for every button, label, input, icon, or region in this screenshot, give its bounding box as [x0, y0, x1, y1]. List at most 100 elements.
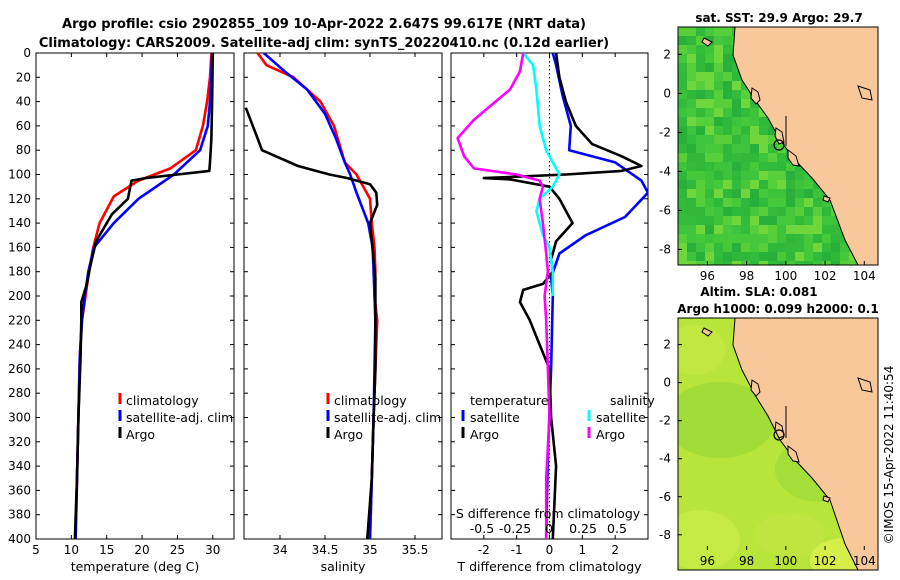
- legend-label: satellite-adj. clim: [126, 410, 233, 425]
- legend-label: climatology: [334, 393, 407, 408]
- sst-map-title: sat. SST: 29.9 Argo: 29.7: [695, 11, 862, 25]
- diff-x-axis-label: T difference from climatology: [456, 559, 642, 574]
- depth-tick-label: 160: [8, 240, 31, 254]
- map-lat-tick-label: -8: [659, 242, 671, 256]
- diff-x-tick-label: 1: [579, 543, 587, 557]
- map-lon-tick-label: 100: [774, 269, 797, 283]
- map-lat-tick-label: -4: [659, 452, 671, 466]
- sla-map-title-line1: Altim. SLA: 0.081: [700, 285, 817, 299]
- s-difference-tick-label: -0.5: [470, 521, 494, 536]
- land-sumatra: [732, 318, 878, 570]
- sal-x-tick-label: 35: [362, 543, 377, 557]
- map-lon-tick-label: 100: [774, 554, 797, 568]
- s-difference-axis-label: S difference from climatology: [456, 506, 641, 521]
- depth-tick-label: 360: [8, 483, 31, 497]
- depth-tick-label: 40: [16, 95, 31, 109]
- sla-map-panel: Altim. SLA: 0.081 Argo h1000: 0.099 h200…: [659, 285, 879, 571]
- sal-series-argo: [244, 107, 379, 539]
- map-lon-tick-label: 102: [814, 554, 837, 568]
- map-lon-tick-label: 96: [700, 554, 715, 568]
- argo-position-marker: [773, 139, 785, 151]
- sst-map-panel: sat. SST: 29.9 Argo: 29.7 96 98 100 102 104 2…: [659, 11, 879, 283]
- map-lat-tick-label: -6: [659, 203, 671, 217]
- map-lat-tick-label: 2: [663, 47, 671, 61]
- sal-x-axis-label: salinity: [321, 559, 366, 574]
- depth-tick-label: 320: [8, 435, 31, 449]
- temp-x-tick-label: 25: [170, 543, 185, 557]
- diff-x-tick-label: -2: [478, 543, 490, 557]
- temp-x-tick-label: 5: [32, 543, 40, 557]
- diff-x-tick-label: 2: [611, 543, 619, 557]
- depth-tick-label: 180: [8, 265, 31, 279]
- s-difference-tick-label: 0: [545, 521, 553, 536]
- depth-tick-label: 300: [8, 411, 31, 425]
- map-lat-tick-label: 0: [663, 86, 671, 100]
- sal-x-tick-label: 35.5: [402, 543, 429, 557]
- legend-label: Argo: [596, 427, 625, 442]
- depth-tick-label: 140: [8, 216, 31, 230]
- s-difference-tick-label: -0.25: [499, 521, 531, 536]
- diff-series-temperature-argo: [482, 53, 643, 539]
- map-lon-tick-label: 104: [853, 269, 876, 283]
- map-lat-tick-label: -4: [659, 164, 671, 178]
- map-lat-tick-label: -2: [659, 125, 671, 139]
- map-lat-tick-label: 0: [663, 376, 671, 390]
- map-lon-tick-label: 98: [739, 554, 754, 568]
- depth-tick-label: 100: [8, 168, 31, 182]
- island-nias: [750, 87, 761, 105]
- map-lon-tick-label: 98: [739, 269, 754, 283]
- legend-label: satellite: [470, 410, 520, 425]
- legend-label: climatology: [126, 393, 199, 408]
- temp-series-argo: [73, 53, 215, 539]
- diff-series-salinity-argo: [456, 53, 551, 539]
- argo-position-marker: [773, 429, 785, 441]
- temp-axes-box: [35, 52, 235, 540]
- difference-profile-panel: -2 -1 0 1 2 T difference from climatology temp…: [450, 52, 655, 574]
- legend-label: satellite: [596, 410, 646, 425]
- depth-tick-label: 240: [8, 338, 31, 352]
- land-sumatra: [732, 27, 878, 265]
- map-lat-tick-label: 2: [663, 338, 671, 352]
- temp-x-tick-label: 30: [205, 543, 220, 557]
- s-difference-tick-label: 0.5: [607, 521, 627, 536]
- legend-label: Argo: [334, 427, 363, 442]
- depth-tick-label: 20: [16, 70, 31, 84]
- map-lon-tick-label: 102: [814, 269, 837, 283]
- map-lat-tick-label: -6: [659, 490, 671, 504]
- diff-series-salinity-satellite: [522, 53, 561, 296]
- island-enggano: [822, 495, 831, 503]
- depth-tick-label: 220: [8, 313, 31, 327]
- legend-title-salinity: salinity: [610, 393, 655, 408]
- sal-x-tick-label: 34: [272, 543, 287, 557]
- island-mentawai: [787, 149, 800, 167]
- map-lon-tick-label: 104: [853, 554, 876, 568]
- island-simeulue: [701, 37, 713, 47]
- map-lat-tick-label: -8: [659, 528, 671, 542]
- legend-label: satellite-adj. clim: [334, 410, 441, 425]
- legend-title-temperature: temperature: [470, 393, 549, 408]
- depth-tick-label: 60: [16, 119, 31, 133]
- island-simeulue: [701, 327, 713, 337]
- bangka-island: [857, 377, 873, 393]
- diff-x-tick-label: 0: [546, 543, 554, 557]
- depth-tick-label: 260: [8, 362, 31, 376]
- legend-label: Argo: [126, 427, 155, 442]
- depth-tick-label: 0: [23, 46, 31, 60]
- imos-credit: ©IMOS 15-Apr-2022 11:40:54: [882, 366, 896, 545]
- temp-x-axis-label: temperature (deg C): [71, 559, 200, 574]
- depth-tick-label: 400: [8, 532, 31, 546]
- depth-tick-label: 380: [8, 508, 31, 522]
- island-mentawai: [787, 445, 800, 463]
- depth-tick-label: 280: [8, 386, 31, 400]
- figure-title-line2: Climatology: CARS2009. Satellite-adj cli…: [39, 36, 609, 51]
- figure-title-line1: Argo profile: csio 2902855_109 10-Apr-20…: [62, 17, 586, 32]
- depth-tick-label: 340: [8, 459, 31, 473]
- legend-label: Argo: [470, 427, 499, 442]
- temperature-profile-panel: 0 20 40 60 80 100 120 140 160 180 200 220 240 260 280 3…: [8, 46, 235, 574]
- diff-series-temperature-satellite: [544, 53, 648, 539]
- map-lon-tick-label: 96: [700, 269, 715, 283]
- depth-tick-label: 80: [16, 143, 31, 157]
- temp-x-tick-label: 20: [134, 543, 149, 557]
- diff-x-tick-label: -1: [511, 543, 523, 557]
